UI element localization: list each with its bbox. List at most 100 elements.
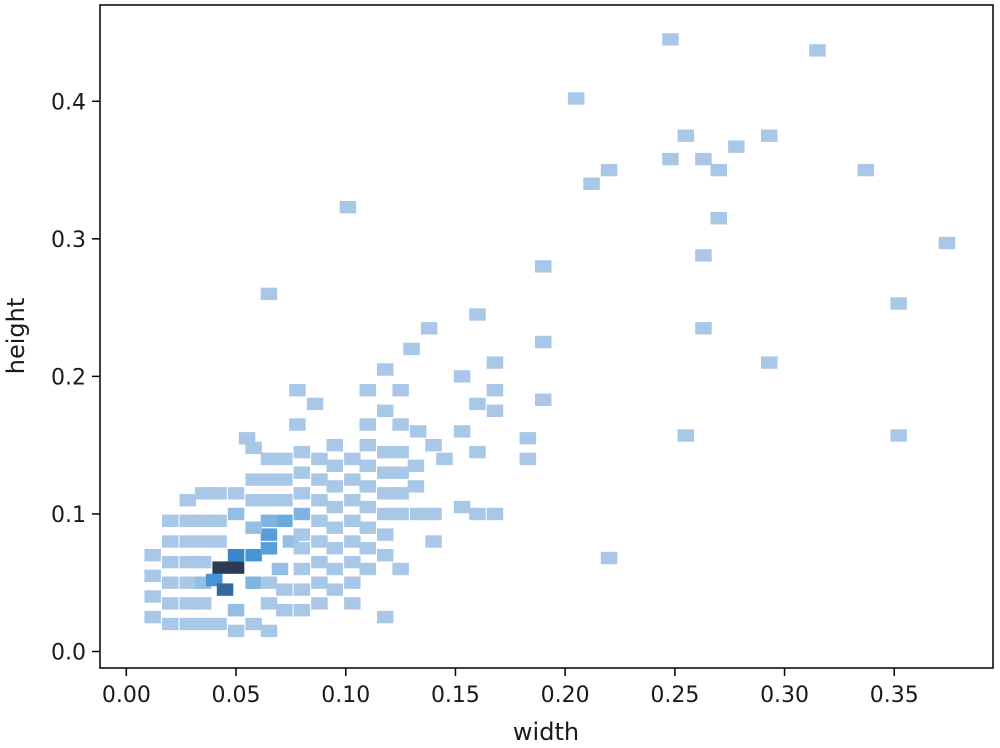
heatmap-cell <box>311 494 328 507</box>
heatmap-cell <box>276 583 293 596</box>
heatmap-cell <box>311 597 328 610</box>
heatmap-cell <box>276 452 293 466</box>
heatmap-cell <box>377 445 394 459</box>
heatmap-cell <box>245 494 262 507</box>
heatmap-cell <box>486 507 504 521</box>
heatmap-cell <box>276 473 293 486</box>
heatmap-cell <box>344 555 361 569</box>
heatmap-cell <box>359 521 376 534</box>
heatmap-cell <box>662 33 679 46</box>
heatmap-cell <box>344 576 361 589</box>
heatmap-cell <box>436 452 453 466</box>
heatmap-cell <box>227 549 245 562</box>
heatmap-cell <box>519 432 537 445</box>
x-tick-label: 0.35 <box>870 683 919 708</box>
heatmap-cell <box>210 487 227 500</box>
heatmap-cell <box>227 624 245 638</box>
y-tick-label: 0.0 <box>51 640 86 665</box>
heatmap-cell <box>162 514 179 527</box>
heatmap-cell <box>392 487 409 500</box>
heatmap-cell <box>293 466 311 479</box>
heatmap-cell <box>260 597 278 610</box>
heatmap-cell <box>469 308 486 321</box>
heatmap-cell <box>245 549 262 562</box>
heatmap-cell <box>194 514 212 527</box>
x-tick-label: 0.25 <box>650 683 699 708</box>
heatmap-cell <box>245 441 262 455</box>
heatmap-cell <box>260 576 278 589</box>
heatmap-cell <box>695 322 712 335</box>
heatmap-cell <box>144 569 161 583</box>
heatmap-cell <box>210 617 227 631</box>
heatmap-cell <box>377 528 394 541</box>
heatmap-cell <box>227 507 245 521</box>
heatmap-cell <box>469 445 486 459</box>
x-tick-label: 0.15 <box>431 683 480 708</box>
x-tick-label: 0.10 <box>321 683 370 708</box>
y-axis-label: height <box>2 298 30 375</box>
heatmap-cell <box>486 356 504 369</box>
heatmap-cell <box>710 212 727 225</box>
heatmap-cell <box>326 459 343 472</box>
heatmap-cell <box>311 555 328 569</box>
heatmap-cell <box>583 177 600 190</box>
heatmap-cell <box>600 551 618 565</box>
heatmap-cell <box>377 610 394 624</box>
heatmap-cell <box>425 507 442 521</box>
heatmap-cell <box>535 335 552 349</box>
heatmap-cell <box>695 249 712 262</box>
heatmap-cell <box>344 473 361 486</box>
y-tick-label: 0.3 <box>51 228 86 253</box>
heatmap-cell <box>260 624 278 638</box>
heatmap-cell <box>344 452 361 466</box>
heatmap-cell <box>293 562 311 576</box>
heatmap-cell <box>289 384 306 397</box>
heatmap-cell <box>194 617 212 631</box>
heatmap-cell <box>761 356 778 369</box>
heatmap-cell <box>392 445 409 459</box>
heatmap-cell <box>162 597 179 610</box>
heatmap-cell <box>710 163 727 177</box>
heatmap-cell <box>359 500 376 514</box>
heatmap-cell <box>179 555 196 569</box>
heatmap-cell <box>144 610 161 624</box>
heatmap-cell <box>210 514 227 527</box>
heatmap-cell <box>293 507 311 521</box>
x-tick-label: 0.05 <box>212 683 261 708</box>
heatmap-cell <box>809 44 826 57</box>
heatmap-cell <box>179 576 196 589</box>
heatmap-cell <box>210 535 227 548</box>
x-axis-ticks: 0.00 0.05 0.10 0.15 0.20 0.25 0.30 0.35 <box>102 668 919 708</box>
heatmap-cells <box>144 33 956 638</box>
heatmap-cell <box>311 514 328 527</box>
heatmap-cell <box>271 562 289 576</box>
heatmap-cell <box>486 384 504 397</box>
heatmap-cell <box>227 487 245 500</box>
heatmap-cell <box>276 604 293 617</box>
y-tick-label: 0.2 <box>51 365 86 390</box>
heatmap-cell <box>425 535 442 548</box>
heatmap-cell <box>194 535 212 548</box>
heatmap-cell <box>260 542 278 555</box>
heatmap-cell <box>567 92 585 105</box>
heatmap-cell <box>344 535 361 548</box>
heatmap-cell <box>293 445 311 459</box>
heatmap-cell <box>293 487 311 500</box>
heatmap-cell <box>245 576 262 589</box>
heatmap-cell <box>344 514 361 527</box>
heatmap-cell <box>359 459 376 472</box>
heatmap-cell <box>326 500 343 514</box>
heatmap-cell <box>306 397 324 411</box>
heatmap-cell <box>519 452 537 466</box>
heatmap-cell <box>392 418 409 431</box>
heatmap-cell <box>311 452 328 466</box>
heatmap-cell <box>453 425 471 438</box>
heatmap-cell <box>260 494 278 507</box>
heatmap-cell <box>377 487 394 500</box>
heatmap-cell <box>890 297 907 310</box>
heatmap-cell <box>162 555 179 569</box>
heatmap-cell <box>293 583 311 596</box>
heatmap-cell <box>857 163 874 177</box>
heatmap-cell <box>600 163 618 177</box>
heatmap-cell <box>420 322 438 335</box>
